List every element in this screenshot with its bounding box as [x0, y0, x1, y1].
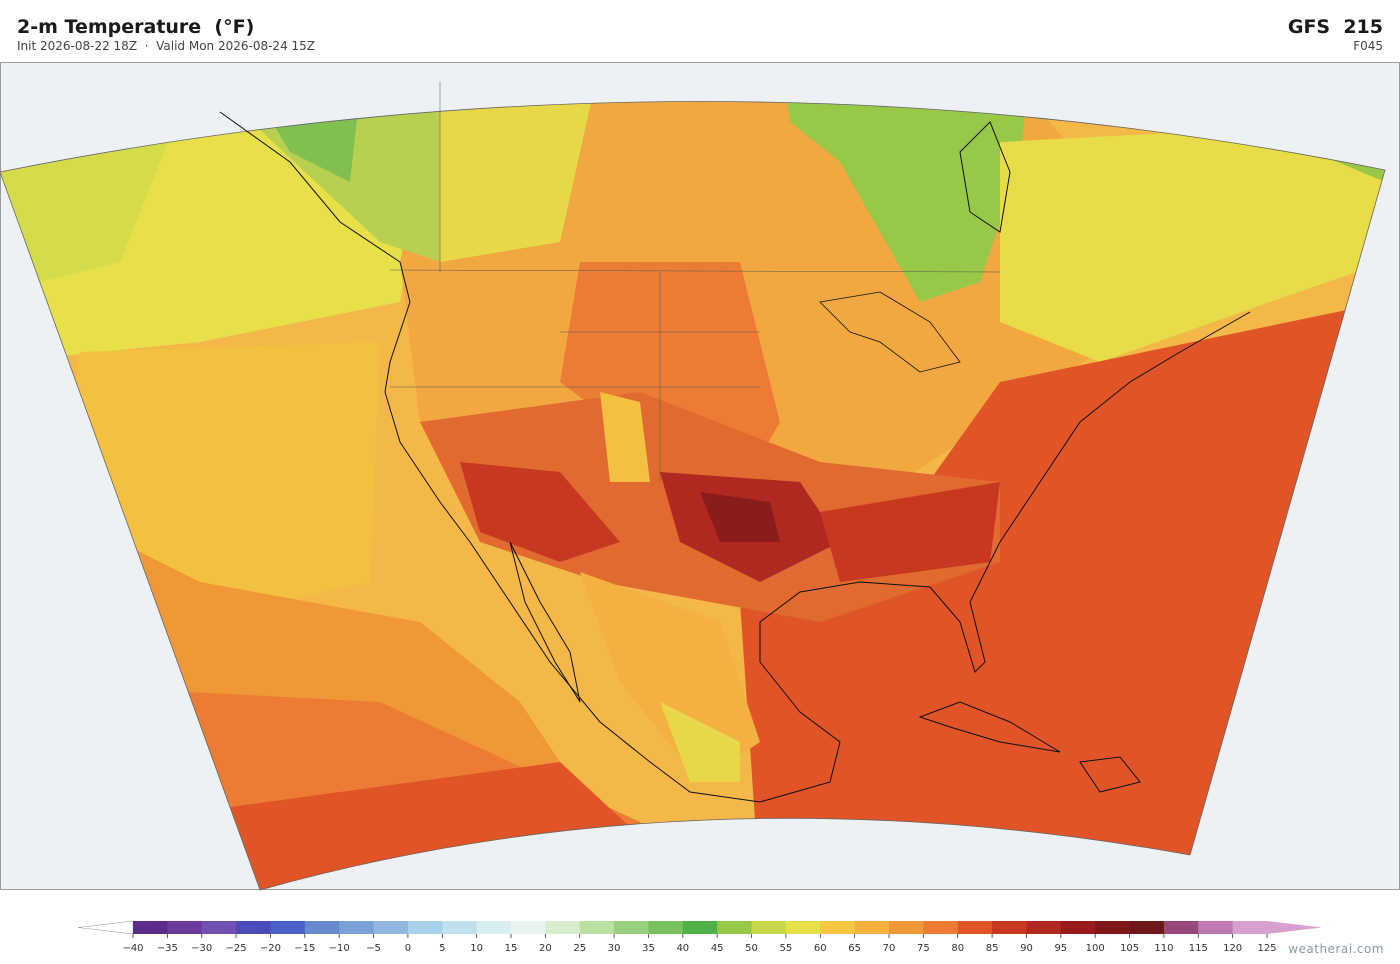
colorbar-bin: [957, 921, 993, 934]
colorbar-tick-label: 25: [573, 943, 586, 954]
colorbar-bin: [1163, 921, 1199, 934]
colorbar-tick-label: 95: [1054, 943, 1067, 954]
colorbar-bin: [1060, 921, 1096, 934]
colorbar-bin: [511, 921, 546, 934]
colorbar-tick-label: 40: [676, 943, 689, 954]
colorbar-tick-label: −40: [122, 943, 143, 954]
colorbar-tick-label: 35: [642, 943, 655, 954]
colorbar-tick-label: 75: [917, 943, 930, 954]
colorbar-tick-label: 55: [780, 943, 793, 954]
colorbar-bin: [1095, 921, 1131, 934]
colorbar-bin: [545, 921, 581, 934]
colorbar-bin: [614, 921, 649, 934]
colorbar-bin: [167, 921, 203, 934]
colorbar-tick-label: 0: [405, 943, 411, 954]
borders: [389, 82, 1001, 482]
colorbar-tick-label: 65: [848, 943, 861, 954]
colorbar-tick-label: 60: [814, 943, 827, 954]
domain-outline: [0, 101, 1386, 891]
colorbar-tick-label: −30: [191, 943, 212, 954]
colorbar-bin: [133, 921, 168, 934]
colorbar-bin: [407, 921, 443, 934]
colorbar-tick-label: 45: [711, 943, 724, 954]
colorbar-bin: [854, 921, 890, 934]
colorbar-tick-label: −20: [260, 943, 281, 954]
colorbar-tick-label: 20: [539, 943, 552, 954]
colorbar-bin: [751, 921, 787, 934]
map: [0, 62, 1400, 891]
colorbar-bin: [992, 921, 1027, 934]
colorbar-bin: [442, 921, 478, 934]
subtitle: Init 2026-08-22 18Z · Valid Mon 2026-08-…: [17, 39, 316, 53]
coastline: [509, 541, 581, 703]
colorbar-tick-label: 30: [608, 943, 621, 954]
colorbar-bin: [339, 921, 375, 934]
colorbar-tick-label: 50: [745, 943, 758, 954]
colorbar-tick-label: −15: [294, 943, 315, 954]
colorbar-bin: [1026, 921, 1062, 934]
colorbar-tick-label: 90: [1020, 943, 1033, 954]
colorbar-bin: [923, 921, 959, 934]
colorbar-bin: [270, 921, 306, 934]
colorbar-bin: [1198, 921, 1234, 934]
colorbar-tick-label: 125: [1257, 943, 1276, 954]
coastline: [219, 111, 1251, 803]
colorbar-tick-label: 115: [1189, 943, 1208, 954]
colorbar-tick-label: 105: [1120, 943, 1139, 954]
colorbar-tick-label: −25: [226, 943, 247, 954]
colorbar-bin: [889, 921, 924, 934]
colorbar-tick-label: 70: [883, 943, 896, 954]
colorbar-tick-label: 100: [1086, 943, 1105, 954]
colorbar-bin: [476, 921, 512, 934]
colorbar-tick-label: −10: [329, 943, 350, 954]
colorbar-over: [1267, 921, 1322, 934]
colorbar-tick-label: 10: [470, 943, 483, 954]
colorbar-tick-label: 15: [505, 943, 518, 954]
colorbar-bin: [717, 921, 753, 934]
title: 2-m Temperature (°F): [17, 16, 255, 38]
colorbar-bin: [201, 921, 237, 934]
credit: weatherai.com: [1288, 942, 1384, 956]
coastline: [918, 701, 1061, 753]
colorbar-tick-label: −35: [157, 943, 178, 954]
colorbar-bin: [373, 921, 409, 934]
forecast-hour: F045: [1353, 39, 1383, 53]
colorbar-bin: [304, 921, 340, 934]
colorbar-bin: [1232, 921, 1268, 934]
colorbar-bin: [785, 921, 821, 934]
colorbar-bin: [820, 921, 856, 934]
colorbar-under: [77, 920, 134, 935]
model-name: GFS 215: [1287, 16, 1383, 38]
lake-outline: [819, 291, 961, 373]
colorbar-tick-label: 120: [1223, 943, 1242, 954]
colorbar-tick-label: 85: [986, 943, 999, 954]
colorbar-tick-label: 110: [1154, 943, 1173, 954]
colorbar-bin: [648, 921, 684, 934]
colorbar-bin: [579, 921, 615, 934]
colorbar: −40 −35 −30 −25 −20 −15 −10 −5 0 5 10 15 20 25 30 35 40 4…: [77, 920, 1322, 954]
colorbar-bin: [682, 921, 718, 934]
colorbar-bin: [1129, 921, 1165, 934]
colorbar-tick-label: 80: [951, 943, 964, 954]
colorbar-tick-label: −5: [366, 943, 381, 954]
colorbar-tick-label: 5: [439, 943, 445, 954]
coastline: [959, 121, 1011, 233]
coastline: [1079, 756, 1141, 793]
colorbar-bin: [236, 921, 271, 934]
